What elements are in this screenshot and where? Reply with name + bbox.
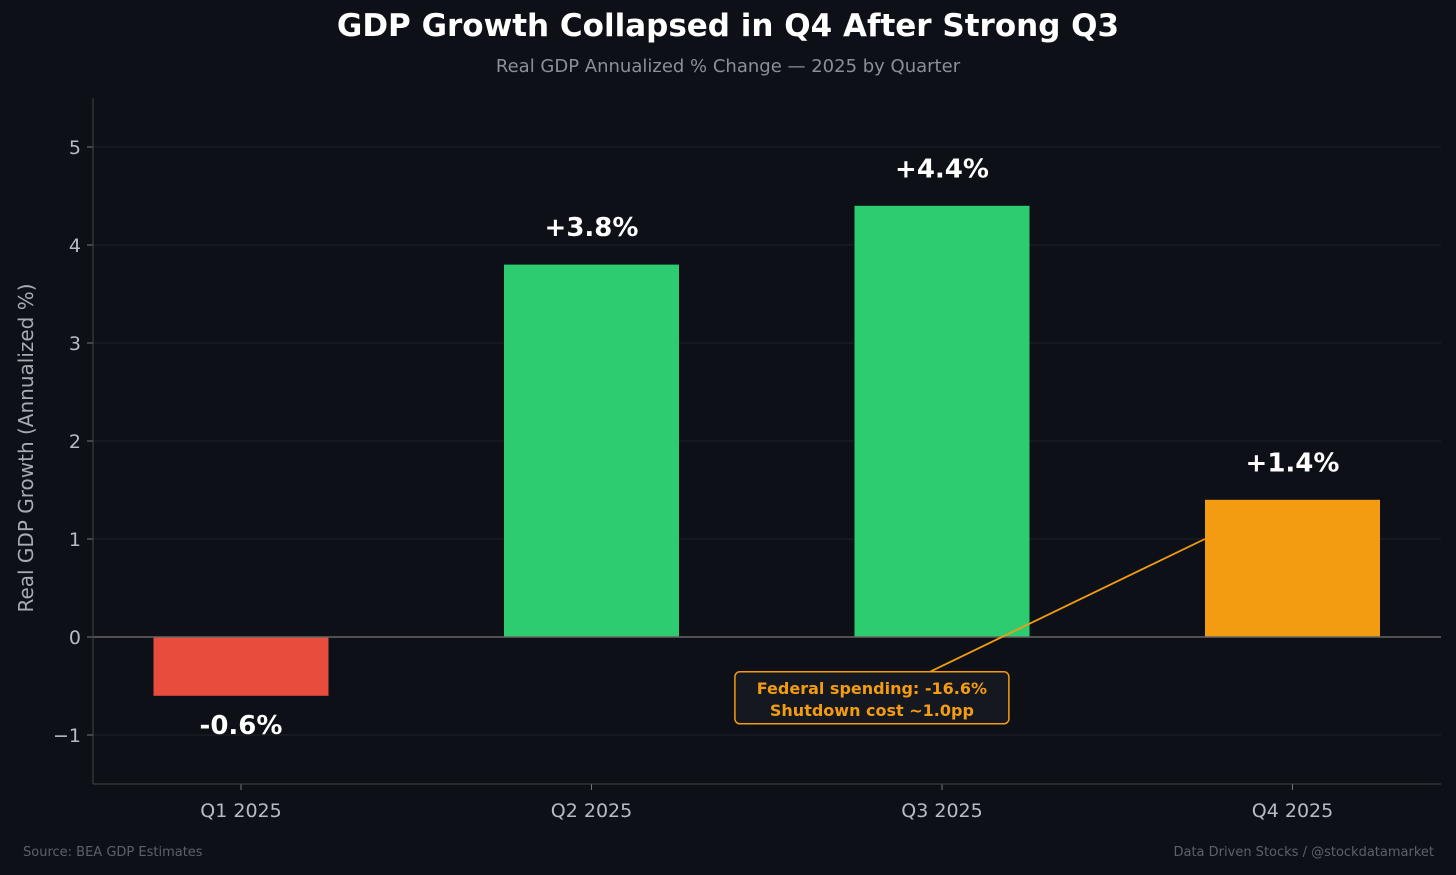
chart-subtitle: Real GDP Annualized % Change — 2025 by Q… (495, 56, 961, 77)
bar-q4-2025 (1205, 499, 1380, 637)
y-tick-label: 1 (69, 529, 81, 551)
annotation-arrow (929, 538, 1206, 673)
y-tick-label: 4 (69, 235, 81, 257)
annotation-box (734, 671, 1010, 725)
y-tick-label: −1 (53, 725, 81, 747)
x-tick-label: Q1 2025 (200, 800, 281, 822)
x-tick-label: Q4 2025 (1252, 800, 1333, 822)
y-tick-label: 0 (69, 627, 81, 649)
value-label: -0.6% (200, 711, 283, 741)
bar-q1-2025 (153, 637, 329, 696)
value-label: +1.4% (1246, 448, 1340, 478)
x-tick-label: Q2 2025 (551, 800, 632, 822)
bar-q2-2025 (504, 264, 679, 637)
credit-note: Data Driven Stocks / @stockdatamarket (1173, 845, 1434, 860)
value-label: +3.8% (545, 213, 639, 243)
value-label: +4.4% (895, 154, 989, 184)
y-tick-label: 5 (69, 137, 81, 159)
y-axis-label: Real GDP Growth (Annualized %) (14, 283, 38, 612)
bar-q3-2025 (854, 205, 1030, 638)
y-tick-label: 3 (69, 333, 81, 355)
y-tick-label: 2 (69, 431, 81, 453)
annotation-line-1: Federal spending: -16.6% (757, 679, 987, 698)
source-note: Source: BEA GDP Estimates (23, 845, 203, 860)
chart-title: GDP Growth Collapsed in Q4 After Strong … (336, 8, 1120, 44)
annotation-line-2: Shutdown cost ~1.0pp (770, 701, 974, 720)
x-tick-label: Q3 2025 (901, 800, 982, 822)
